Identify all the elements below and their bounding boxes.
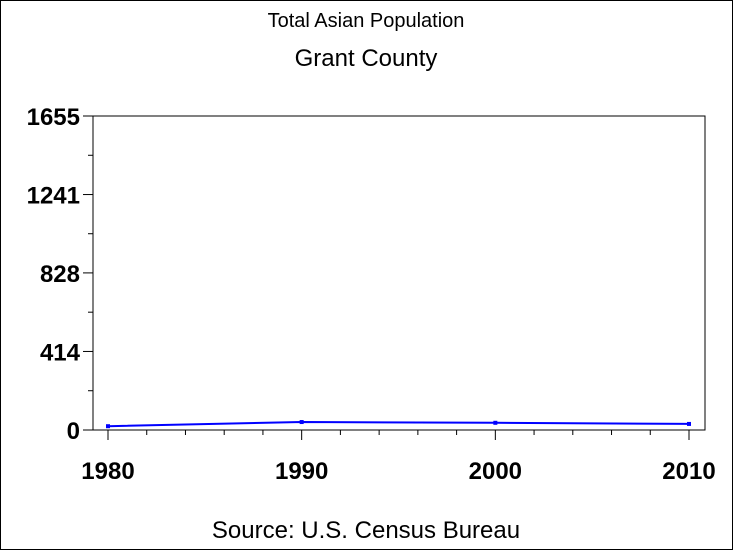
data-point (106, 424, 110, 429)
y-axis: 0 414 828 1241 1655 (27, 104, 93, 445)
chart-subtitle: Grant County (295, 45, 438, 72)
x-tick-label: 2010 (662, 458, 715, 485)
y-tick-label: 414 (40, 339, 81, 366)
data-point (299, 420, 304, 425)
x-tick-label: 1990 (275, 458, 328, 485)
x-tick-label: 1980 (81, 458, 134, 485)
y-tick-label: 828 (40, 261, 80, 288)
plot-area (92, 115, 706, 431)
source-footnote: Source: U.S. Census Bureau (212, 517, 520, 544)
series-group (106, 420, 691, 429)
series-line (107, 421, 690, 428)
y-tick-label: 1241 (27, 183, 80, 210)
x-axis: 1980 1990 2000 2010 (81, 430, 716, 485)
y-tick-label: 0 (67, 418, 80, 445)
x-tick-label: 2000 (469, 458, 522, 485)
chart-title: Total Asian Population (268, 10, 465, 32)
data-point (687, 421, 691, 426)
y-tick-label: 1655 (27, 104, 80, 131)
data-point (493, 420, 498, 425)
